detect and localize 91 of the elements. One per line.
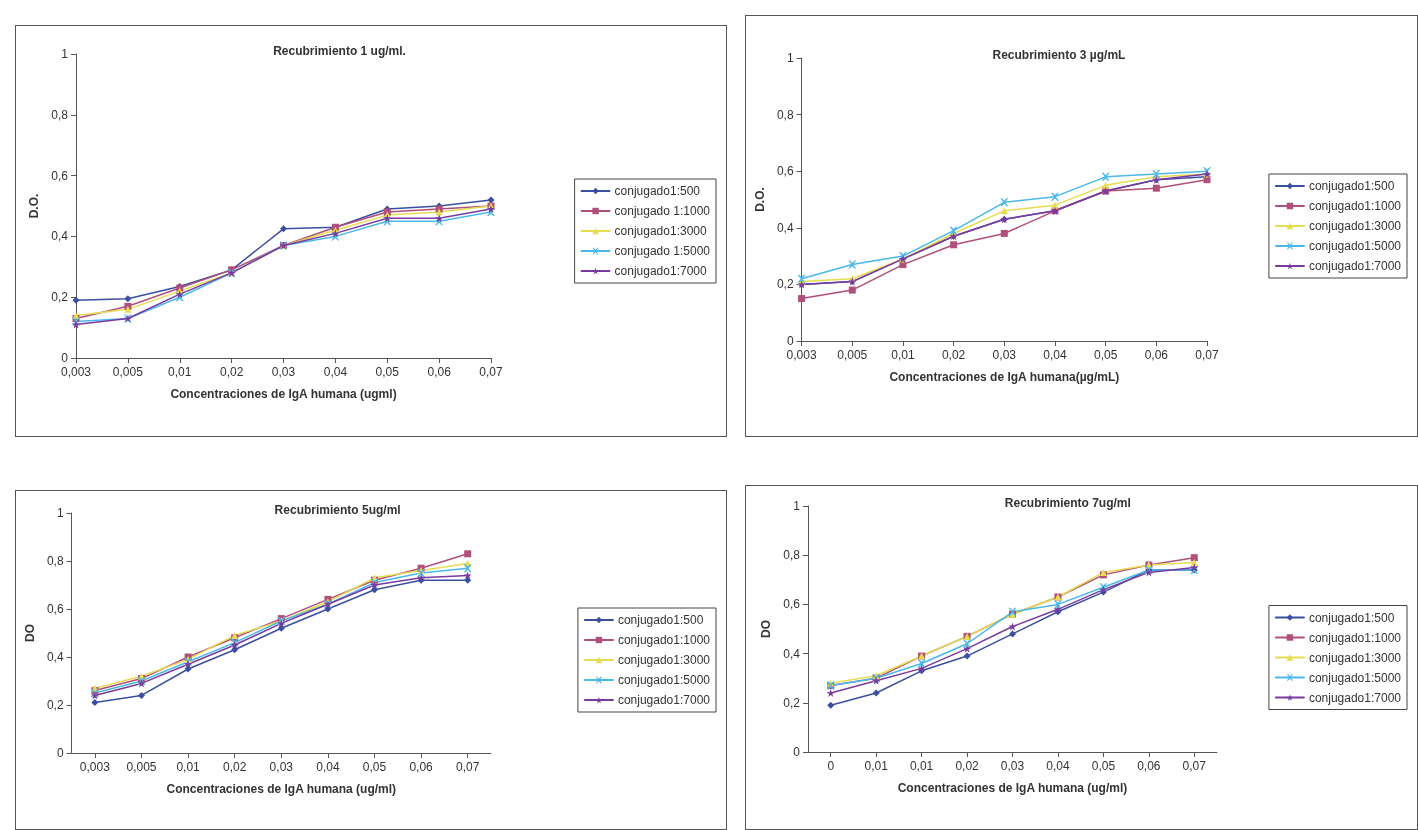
- x-tick-label: 0,005: [837, 348, 868, 362]
- x-tick-label: 0,05: [1093, 348, 1118, 362]
- chart-title: Recubrimiento 1 ug/ml.: [273, 44, 406, 58]
- x-tick-label: 0,02: [941, 348, 966, 362]
- legend-label: conjugado 1:5000: [614, 244, 711, 258]
- y-tick-label: 0,8: [776, 107, 794, 122]
- x-tick-label: 0,06: [1144, 348, 1169, 362]
- legend-label: conjugado1:7000: [1308, 690, 1402, 705]
- legend-label: conjugado1:1000: [1308, 630, 1402, 645]
- y-tick-label: 0,6: [783, 597, 801, 612]
- legend-label: conjugado1:1000: [617, 633, 711, 647]
- legend-label: conjugado 1:1000: [614, 204, 711, 218]
- legend-label: conjugado1:3000: [1308, 650, 1402, 665]
- y-tick-label: 0,6: [46, 602, 64, 616]
- x-tick-label: 0,01: [176, 760, 201, 774]
- y-axis-title: D.O.: [27, 193, 42, 219]
- x-tick-label: 0,07: [1195, 348, 1219, 362]
- legend-label: conjugado1:500: [614, 184, 701, 198]
- x-axis-title: Concentraciones de IgA humana (ugml): [170, 387, 397, 401]
- x-tick-label: 0,07: [479, 365, 503, 379]
- x-tick-label: 0,003: [60, 365, 92, 379]
- x-tick-label: 0,02: [955, 759, 980, 773]
- y-tick-label: 1: [61, 47, 69, 61]
- y-tick-label: 0: [56, 746, 64, 760]
- y-axis-title: DO: [759, 620, 774, 638]
- x-tick-label: 0,06: [427, 365, 452, 379]
- x-tick-label: 0,04: [1043, 348, 1067, 362]
- legend-label: conjugado1:500: [617, 613, 704, 627]
- y-tick-label: 0,2: [51, 290, 69, 305]
- x-tick-label: 0,07: [456, 760, 480, 774]
- x-axis-title: Concentraciones de IgA humana(µg/mL): [889, 370, 1120, 384]
- legend-label: conjugado1:7000: [1308, 259, 1402, 273]
- legend-label: conjugado1:5000: [1308, 670, 1402, 685]
- y-tick-label: 0,8: [51, 107, 69, 122]
- x-tick-label: 0,01: [891, 348, 915, 362]
- x-tick-label: 0,05: [362, 760, 387, 774]
- legend-label: conjugado1:7000: [617, 693, 711, 707]
- legend-label: conjugado1:3000: [614, 224, 707, 238]
- x-tick-label: 0: [827, 759, 835, 773]
- y-axis-title: DO: [23, 624, 37, 642]
- x-tick-label: 0,01: [909, 759, 934, 773]
- legend-label: conjugado1:5000: [617, 673, 711, 687]
- x-axis-title: Concentraciones de IgA humana (ug/ml): [166, 782, 397, 796]
- chart-title: Recubrimiento 3 µg/mL: [992, 48, 1126, 62]
- x-tick-label: 0,05: [375, 365, 400, 379]
- legend-label: conjugado1:3000: [617, 653, 711, 667]
- x-tick-label: 0,005: [112, 365, 144, 379]
- y-tick-label: 0,6: [51, 168, 69, 183]
- y-tick-label: 0,4: [776, 220, 794, 235]
- y-tick-label: 0,2: [46, 698, 64, 712]
- y-tick-label: 0,4: [46, 650, 64, 664]
- chart-title: Recubrimiento 5ug/ml: [274, 503, 401, 517]
- x-axis-title: Concentraciones de IgA humana (ug/ml): [897, 781, 1128, 795]
- x-tick-label: 0,07: [1182, 759, 1207, 773]
- y-tick-label: 0,2: [783, 695, 801, 710]
- y-tick-label: 1: [793, 499, 801, 513]
- legend-label: conjugado1:500: [1308, 610, 1395, 625]
- x-tick-label: 0,005: [126, 760, 157, 774]
- x-tick-label: 0,06: [409, 760, 434, 774]
- y-tick-label: 0: [786, 334, 794, 348]
- x-tick-label: 0,03: [1000, 759, 1025, 773]
- y-tick-label: 1: [786, 51, 794, 65]
- x-tick-label: 0,003: [786, 348, 817, 362]
- legend-label: conjugado1:3000: [1308, 219, 1402, 233]
- legend-label: conjugado1:1000: [1308, 199, 1402, 213]
- legend-label: conjugado1:7000: [614, 264, 707, 278]
- x-tick-label: 0,06: [1137, 759, 1161, 773]
- y-tick-label: 0: [793, 745, 801, 759]
- x-tick-label: 0,05: [1091, 759, 1116, 773]
- y-tick-label: 0,8: [46, 554, 64, 568]
- legend-label: conjugado1:500: [1308, 179, 1395, 193]
- x-tick-label: 0,02: [223, 760, 247, 774]
- chart-title: Recubrimiento 7ug/ml: [1004, 496, 1131, 510]
- x-tick-label: 0,04: [316, 760, 340, 774]
- y-tick-label: 0,4: [51, 229, 69, 244]
- y-tick-label: 0,2: [776, 277, 794, 292]
- y-tick-label: 1: [56, 506, 64, 520]
- x-tick-label: 0,01: [168, 365, 192, 379]
- x-tick-label: 0,03: [269, 760, 294, 774]
- x-tick-label: 0,02: [219, 365, 244, 379]
- y-axis-title: D.O.: [753, 187, 767, 212]
- y-tick-label: 0,8: [783, 548, 801, 563]
- x-tick-label: 0,04: [323, 365, 348, 379]
- x-tick-label: 0,01: [864, 759, 889, 773]
- y-tick-label: 0,4: [783, 646, 801, 661]
- x-tick-label: 0,003: [79, 760, 111, 774]
- y-tick-label: 0,6: [776, 164, 794, 179]
- x-tick-label: 0,04: [1046, 759, 1070, 773]
- x-tick-label: 0,03: [992, 348, 1017, 362]
- x-tick-label: 0,03: [271, 365, 296, 379]
- legend-label: conjugado1:5000: [1308, 239, 1402, 253]
